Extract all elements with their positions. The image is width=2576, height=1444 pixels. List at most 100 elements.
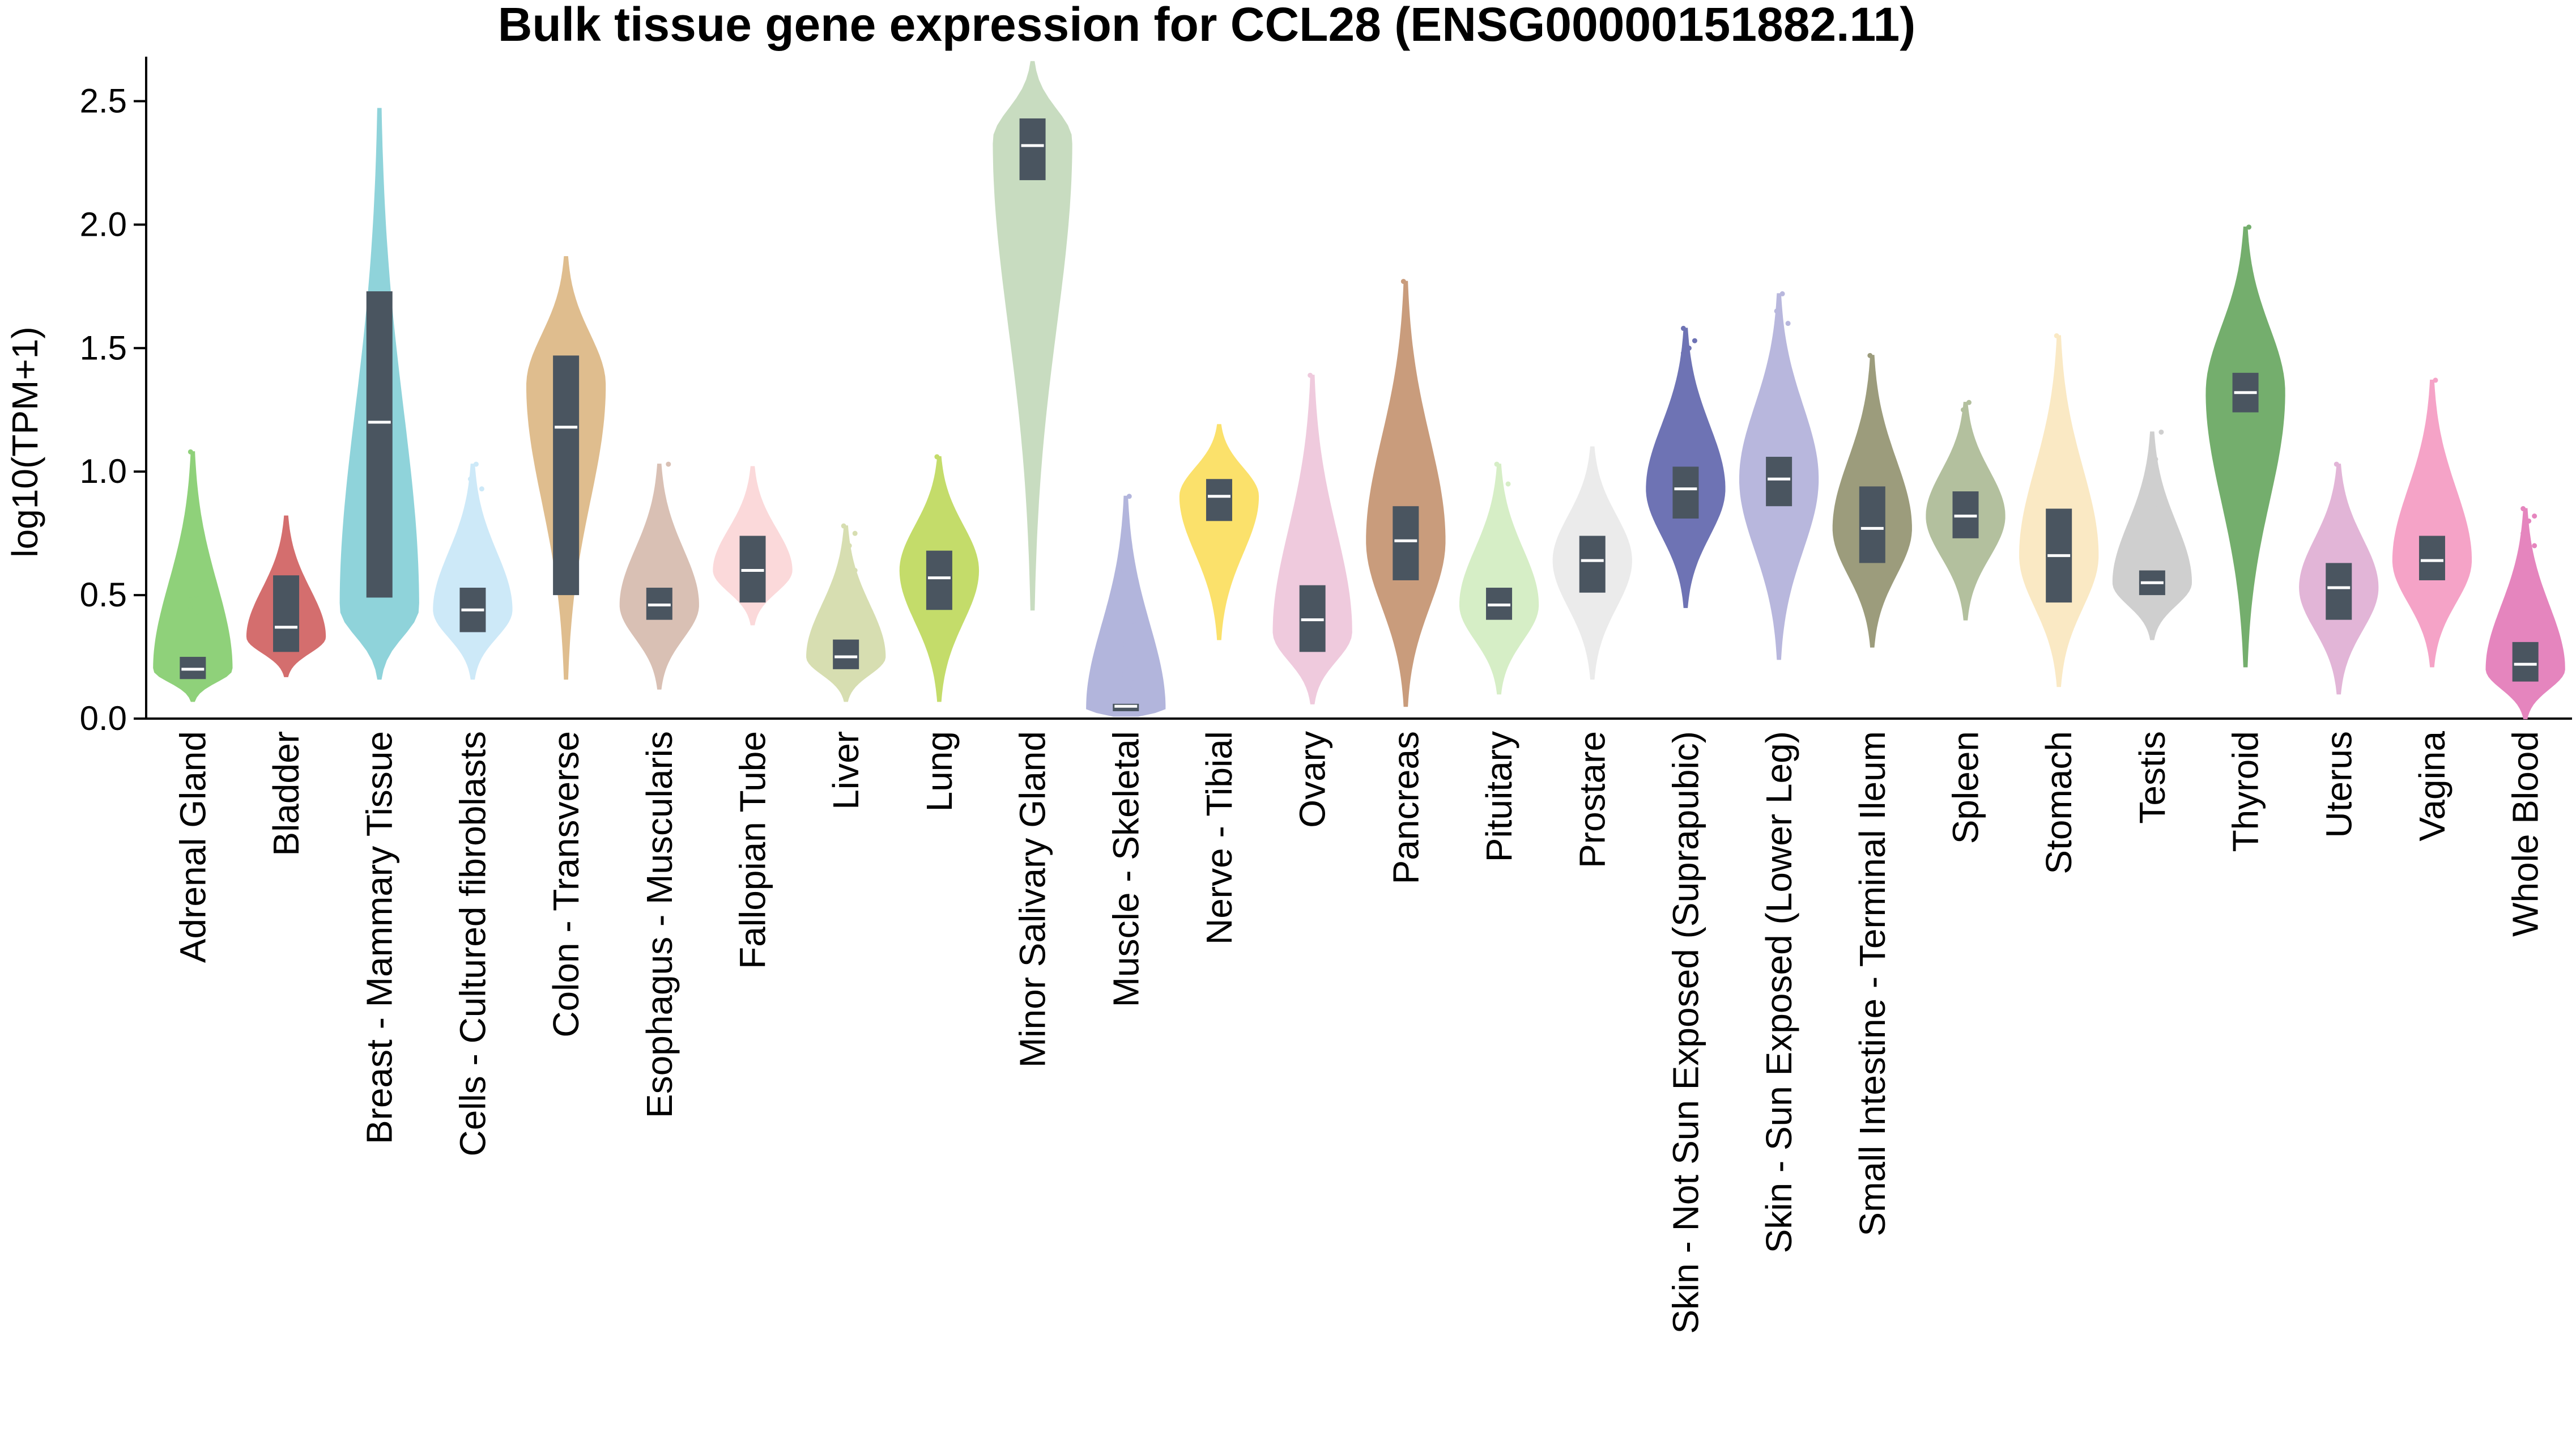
iqr-box <box>1672 466 1699 519</box>
violin-body <box>2112 431 2192 640</box>
iqr-box <box>1766 457 1792 507</box>
violin-uterus <box>2299 461 2379 695</box>
violin-liver <box>806 523 886 702</box>
outlier-point <box>1126 666 1132 672</box>
x-tick-label: Small Intestine - Terminal Ileum <box>1852 731 1893 1237</box>
iqr-box <box>1859 486 1885 563</box>
outlier-point <box>846 580 852 585</box>
x-tick-label: Minor Salivary Gland <box>1012 731 1053 1068</box>
outlier-point <box>1132 654 1138 660</box>
outlier-point <box>473 461 479 467</box>
outlier-point <box>660 506 666 512</box>
outlier-point <box>1494 461 1500 467</box>
outlier-point <box>188 605 193 610</box>
outlier-point <box>2153 506 2158 512</box>
violin-bladder <box>246 515 326 677</box>
outlier-point <box>2526 518 2532 524</box>
violin-body <box>1366 281 1446 707</box>
outlier-point <box>199 553 205 558</box>
x-tick-label: Pancreas <box>1385 731 1426 884</box>
violin-body <box>806 525 886 702</box>
outlier-point <box>841 523 846 529</box>
violin-pituitary <box>1459 461 1539 695</box>
outlier-point <box>1400 279 1406 284</box>
outlier-point <box>1680 350 1686 356</box>
violin-vagina <box>2392 377 2472 668</box>
violin-body <box>993 61 1072 611</box>
outlier-point <box>1961 407 1966 413</box>
outlier-point <box>1126 494 1132 499</box>
outlier-point <box>199 580 205 585</box>
x-tick-label: Esophagus - Muscularis <box>639 731 680 1118</box>
outlier-point <box>188 597 193 603</box>
outlier-point <box>1121 691 1126 696</box>
x-tick-label: Cells - Cultured fibroblasts <box>452 731 493 1157</box>
x-tick-labels: Adrenal Gland Bladder Breast - Mammary Tis… <box>172 731 2545 1334</box>
outlier-point <box>1692 338 1697 343</box>
iqr-box <box>1019 118 1046 180</box>
x-tick-label: Skin - Not Sun Exposed (Suprapubic) <box>1665 731 1706 1334</box>
outlier-point <box>2520 530 2526 536</box>
x-tick-label: Nerve - Tibial <box>1199 731 1240 945</box>
violin-body <box>2392 379 2472 668</box>
outlier-point <box>467 476 473 482</box>
violin-prostare <box>1552 446 1632 680</box>
violin-thyroid <box>2205 224 2285 668</box>
outlier-point <box>193 592 199 598</box>
violin-skin-sun-exposed-lower-leg- <box>1739 291 1819 660</box>
x-tick-label: Whole Blood <box>2505 731 2546 937</box>
iqr-box <box>833 639 859 669</box>
outlier-point <box>2147 481 2153 487</box>
x-tick-label: Colon - Transverse <box>546 731 586 1038</box>
outlier-point <box>2427 432 2433 438</box>
outlier-point <box>1686 345 1692 351</box>
iqr-box <box>273 575 300 652</box>
x-tick-label: Muscle - Skeletal <box>1105 731 1146 1007</box>
x-tick-label: Lung <box>919 731 960 812</box>
outlier-point <box>1774 358 1779 363</box>
outlier-point <box>2532 543 2537 549</box>
outlier-point <box>2241 259 2246 265</box>
outlier-point <box>1121 642 1126 647</box>
x-tick-label: Stomach <box>2038 731 2079 874</box>
y-tick-label: 0.0 <box>80 699 127 737</box>
outlier-point <box>1126 629 1132 635</box>
violin-ovary <box>1272 372 1352 704</box>
iqr-box <box>1393 506 1419 580</box>
violin-pancreas <box>1366 279 1446 707</box>
violin-body <box>433 464 513 680</box>
outlier-point <box>2054 333 2059 338</box>
iqr-box <box>1206 479 1232 521</box>
outlier-point <box>1494 518 1500 524</box>
y-axis-label: log10(TPM+1) <box>5 326 45 557</box>
outlier-point <box>666 461 671 467</box>
outlier-point <box>1121 568 1126 574</box>
outlier-point <box>1505 481 1511 487</box>
violin-spleen <box>1926 400 2006 621</box>
x-tick-label: Bladder <box>266 731 306 856</box>
violin-body <box>619 464 699 690</box>
x-tick-label: Fallopian Tube <box>733 731 773 969</box>
outlier-point <box>2158 429 2164 435</box>
x-tick-label: Thyroid <box>2225 731 2266 852</box>
outlier-point <box>2520 506 2526 512</box>
violin-body <box>1179 424 1259 640</box>
x-tick-label: Skin - Sun Exposed (Lower Leg) <box>1759 731 1799 1253</box>
x-tick-label: Vagina <box>2412 731 2452 842</box>
outlier-point <box>2433 377 2438 383</box>
violins <box>153 61 2565 719</box>
outlier-point <box>852 530 858 536</box>
violin-testis <box>2112 429 2192 640</box>
outlier-point <box>2334 461 2339 467</box>
outlier-point <box>473 498 479 504</box>
outlier-point <box>934 454 940 460</box>
iqr-box <box>366 291 393 598</box>
y-tick-label: 0.5 <box>80 576 127 614</box>
iqr-box <box>926 550 952 610</box>
outlier-point <box>479 486 484 492</box>
outlier-point <box>1500 494 1505 499</box>
x-tick-label: Ovary <box>1292 731 1333 828</box>
violin-small-intestine-terminal-ileum <box>1832 352 1912 648</box>
violin-lung <box>899 454 980 702</box>
outlier-point <box>1126 686 1132 692</box>
